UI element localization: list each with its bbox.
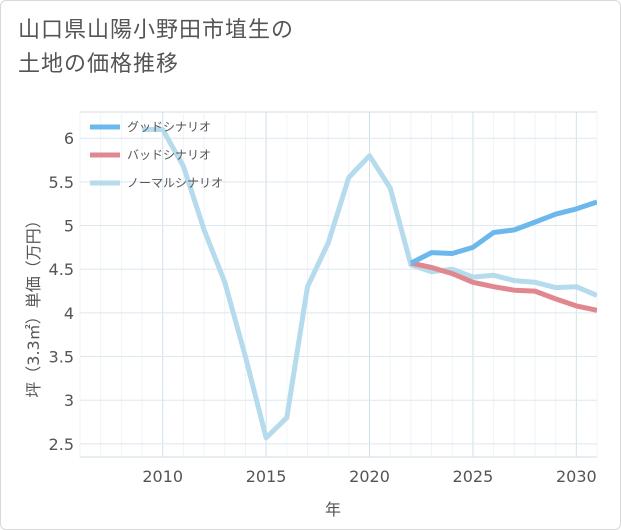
legend-label: ノーマルシナリオ <box>127 176 223 190</box>
x-tick-label: 2020 <box>349 467 390 486</box>
y-tick-label: 4 <box>64 304 74 323</box>
series-line-1 <box>410 260 597 313</box>
y-tick-label: 3 <box>64 391 74 410</box>
chart-title-line-2: 土地の価格推移 <box>18 52 180 77</box>
series-line-0 <box>409 199 597 266</box>
y-tick-label: 6 <box>64 129 74 148</box>
series-line-2 <box>142 127 597 441</box>
plot-area <box>79 111 598 458</box>
chart-title: 山口県山陽小野田市埴生の 土地の価格推移 <box>18 14 294 82</box>
x-tick-label: 2025 <box>453 467 494 486</box>
y-tick-label: 2.5 <box>49 435 74 454</box>
x-axis-label: 年 <box>325 500 341 519</box>
y-tick-label: 5.5 <box>49 173 74 192</box>
legend-label: バッドシナリオ <box>127 148 211 162</box>
grid-lines <box>79 111 598 458</box>
chart-title-line-1: 山口県山陽小野田市埴生の <box>18 18 295 43</box>
legend-label: グッドシナリオ <box>127 120 211 134</box>
x-tick-label: 2010 <box>142 467 183 486</box>
y-tick-label: 3.5 <box>49 348 74 367</box>
x-tick-label: 2015 <box>246 467 287 486</box>
y-tick-label: 4.5 <box>49 260 74 279</box>
tick-labels: 2010 2015 2020 2025 2030 2.5 3 3.5 4 4.5 5 5.5 6 <box>49 129 597 486</box>
series-lines <box>142 127 597 441</box>
y-tick-label: 5 <box>64 217 74 236</box>
y-axis-label: 坪（3.3㎡）単価（万円） <box>24 212 43 397</box>
x-tick-label: 2030 <box>556 467 597 486</box>
